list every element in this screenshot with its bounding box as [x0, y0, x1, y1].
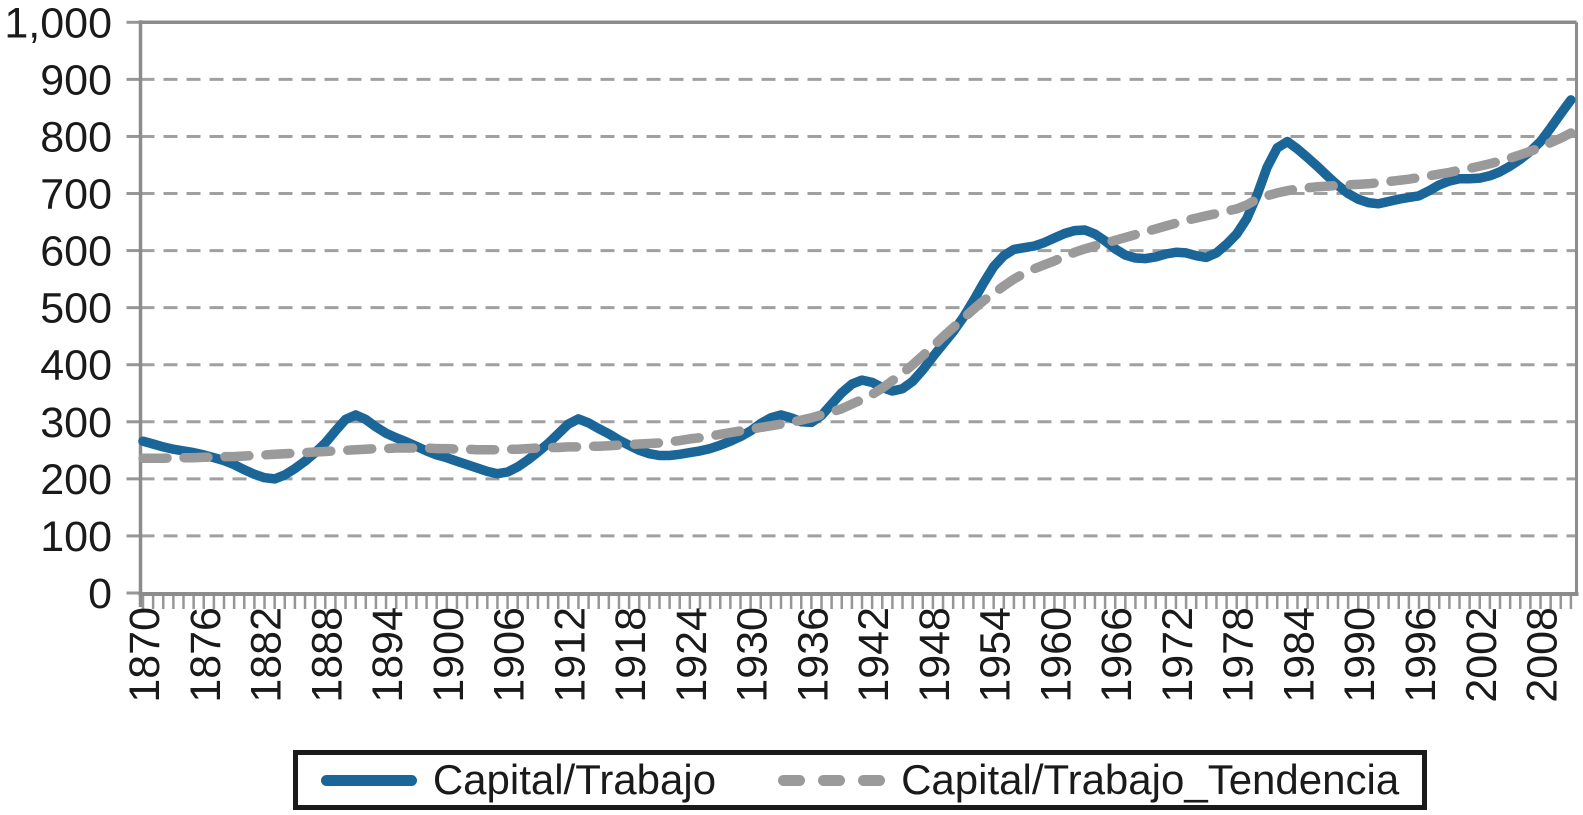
- x-tick-label: 1984: [1275, 607, 1323, 703]
- x-tick-label: 1870: [121, 607, 169, 703]
- legend-item-capital-trabajo-tendencia: Capital/Trabajo_Tendencia: [778, 759, 1399, 801]
- y-tick-label: 400: [40, 342, 112, 390]
- x-tick-label: 1924: [668, 607, 716, 703]
- x-tick-label: 1990: [1336, 607, 1384, 703]
- y-tick-label: 900: [40, 56, 112, 104]
- y-tick-label: 700: [40, 171, 112, 219]
- capital-trabajo-tendencia-line: [138, 128, 1576, 464]
- legend: Capital/Trabajo Capital/Trabajo_Tendenci…: [293, 750, 1427, 810]
- y-tick-label: 600: [40, 228, 112, 276]
- x-tick-label: 1876: [182, 607, 230, 703]
- x-tick-label: 1996: [1397, 607, 1445, 703]
- x-tick-label: 1918: [607, 607, 655, 703]
- dashed-line-swatch: [778, 774, 886, 786]
- capital-trabajo-line: [138, 95, 1576, 484]
- x-tick-label: 1912: [546, 607, 594, 703]
- x-tick-label: 1966: [1093, 607, 1141, 703]
- y-tick-label: 800: [40, 113, 112, 161]
- x-tick-label: 1900: [425, 607, 473, 703]
- x-tick-label: 1936: [789, 607, 837, 703]
- x-tick-label: 1882: [243, 607, 291, 703]
- x-tick-label: 1942: [850, 607, 898, 703]
- y-tick-label: 200: [40, 456, 112, 504]
- y-tick-label: 300: [40, 399, 112, 447]
- x-tick-label: 1960: [1032, 607, 1080, 703]
- x-tick-label: 2002: [1458, 607, 1506, 703]
- x-tick-label: 1972: [1154, 607, 1202, 703]
- x-tick-label: 1930: [729, 607, 777, 703]
- legend-label: Capital/Trabajo_Tendencia: [901, 756, 1400, 803]
- x-tick-label: 1894: [364, 607, 412, 703]
- x-tick-label: 1954: [972, 607, 1020, 703]
- x-tick-label: 1978: [1215, 607, 1263, 703]
- x-tick-label: 1906: [486, 607, 534, 703]
- x-tick-label: 1888: [303, 607, 351, 703]
- legend-label: Capital/Trabajo: [432, 756, 717, 803]
- solid-line-swatch: [320, 774, 417, 786]
- x-tick-label: 2008: [1519, 607, 1567, 703]
- y-tick-label: 500: [40, 285, 112, 333]
- y-tick-label: 100: [40, 513, 112, 561]
- legend-item-capital-trabajo: Capital/Trabajo: [320, 756, 717, 803]
- y-tick-label: 0: [88, 570, 112, 618]
- y-tick-label: 1,000: [4, 0, 112, 47]
- x-tick-label: 1948: [911, 607, 959, 703]
